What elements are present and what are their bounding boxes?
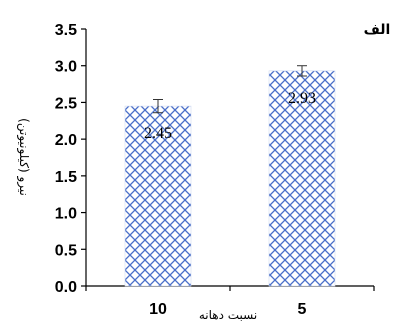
y-tick-label: 3.0 [55,59,77,76]
y-tick-label: 2.0 [55,132,77,149]
y-axis-title: نیرو (کیلونیوتن) [16,118,31,196]
y-tick-label: 0.0 [55,279,77,296]
y-tick-label: 1.0 [55,206,77,223]
bar [124,105,192,287]
y-tick-label: 2.5 [55,95,77,112]
category-label: 10 [149,301,167,318]
y-tick-label: 1.5 [55,169,77,186]
y-tick-label: 3.5 [55,22,77,39]
labels-layer: 2.45 10 2.93 5 [144,90,316,318]
category-label: 5 [298,301,307,318]
bars-layer [124,65,336,287]
data-label: 2.45 [144,125,172,142]
bar [268,70,336,287]
y-tick-label: 0.5 [55,242,77,259]
data-label: 2.93 [288,90,316,107]
x-axis-title: نسبت دهانه [199,308,257,322]
axes-layer: 0.0 0.5 1.0 1.5 2.0 2.5 3.0 3.5 [55,22,375,296]
panel-label: الف [364,22,391,38]
